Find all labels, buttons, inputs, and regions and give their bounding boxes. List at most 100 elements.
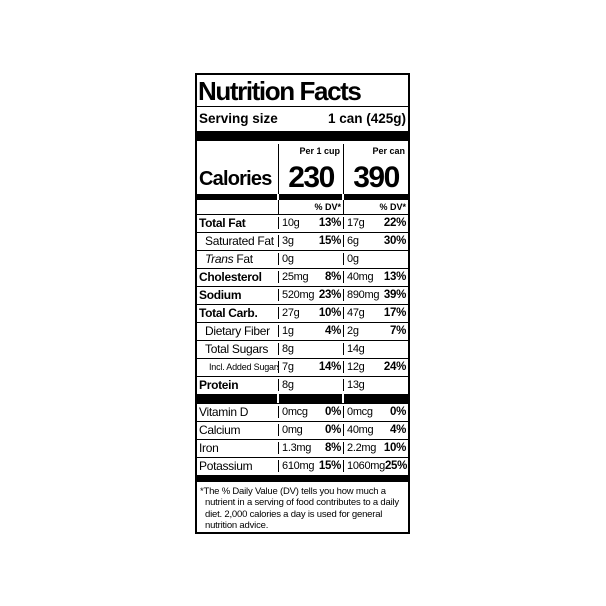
per-cup-dv: 0% [324, 406, 341, 419]
nutrient-name: Cholesterol [199, 270, 262, 285]
serving-size-value: 1 can (425g) [327, 111, 406, 127]
nutrient-row: Calcium 0mg 0% 40mg 4% [197, 420, 408, 439]
calories-per-cup-column: Per 1 cup 230 [278, 143, 343, 194]
dv-header-per-can: % DV* [343, 199, 408, 214]
nutrient-name: Calcium [199, 423, 241, 438]
per-cup-cell: 610mg 15% [278, 460, 343, 473]
per-cup-header: Per 1 cup [299, 145, 340, 156]
per-cup-amount: 8g [282, 343, 294, 356]
per-can-amount: 0mcg [347, 406, 373, 419]
per-can-dv: 4% [389, 424, 406, 437]
per-cup-cell: 8g [278, 343, 343, 356]
per-cup-cell: 25mg 8% [278, 271, 343, 284]
per-cup-dv: 8% [324, 271, 341, 284]
per-cup-cell: 10g 13% [278, 217, 343, 230]
micronutrient-separator-bar [197, 393, 408, 403]
per-can-amount: 6g [347, 235, 359, 248]
per-can-header: Per can [372, 145, 405, 156]
nutrient-row: Total Fat 10g 13% 17g 22% [197, 213, 408, 232]
per-can-cell: 40mg 13% [343, 271, 408, 284]
per-can-amount: 40mg [347, 424, 374, 437]
per-can-amount: 890mg [347, 289, 380, 302]
per-cup-amount: 0mcg [282, 406, 308, 419]
per-cup-dv: 14% [318, 361, 341, 374]
per-can-amount: 13g [347, 379, 365, 392]
per-can-dv: 7% [389, 325, 406, 338]
nutrient-name: Total Carb. [199, 306, 258, 321]
calories-label: Calories [199, 167, 272, 190]
per-can-dv: 39% [383, 289, 406, 302]
per-cup-cell: 1.3mg 8% [278, 442, 343, 455]
nutrient-row: Trans Fat 0g 0g [197, 249, 408, 268]
per-cup-amount: 7g [282, 361, 294, 374]
per-can-amount: 14g [347, 343, 365, 356]
per-cup-cell: 520mg 23% [278, 289, 343, 302]
per-cup-amount: 25mg [282, 271, 309, 284]
per-cup-dv: 0% [324, 424, 341, 437]
nutrient-row: Saturated Fat 3g 15% 6g 30% [197, 231, 408, 250]
dv-header-per-cup: % DV* [278, 199, 343, 214]
per-cup-amount: 3g [282, 235, 294, 248]
per-cup-amount: 520mg [282, 289, 315, 302]
per-can-amount: 1060mg [347, 460, 385, 473]
per-can-dv: 0% [389, 406, 406, 419]
per-cup-amount: 27g [282, 307, 300, 320]
per-can-cell: 2.2mg 10% [343, 442, 408, 455]
per-cup-cell: 7g 14% [278, 361, 343, 374]
per-cup-dv: 8% [324, 442, 341, 455]
per-can-dv: 24% [383, 361, 406, 374]
per-cup-cell: 3g 15% [278, 235, 343, 248]
per-can-cell: 0g [343, 253, 408, 266]
per-cup-cell: 0mcg 0% [278, 406, 343, 419]
nutrient-row: Potassium 610mg 15% 1060mg 25% [197, 456, 408, 475]
per-cup-cell: 1g 4% [278, 325, 343, 338]
per-can-amount: 2g [347, 325, 359, 338]
per-can-cell: 890mg 39% [343, 289, 408, 302]
per-can-cell: 47g 17% [343, 307, 408, 320]
per-can-amount: 17g [347, 217, 365, 230]
nutrient-row: Protein 8g 13g [197, 375, 408, 394]
nutrient-name: Trans Fat [205, 252, 253, 267]
per-can-cell: 12g 24% [343, 361, 408, 374]
per-can-cell: 13g [343, 379, 408, 392]
per-cup-amount: 0g [282, 253, 294, 266]
nutrient-name: Iron [199, 441, 219, 456]
per-can-amount: 12g [347, 361, 365, 374]
per-can-cell: 14g [343, 343, 408, 356]
per-cup-cell: 27g 10% [278, 307, 343, 320]
calories-per-cup-value: 230 [288, 160, 335, 194]
nutrient-name: Total Fat [199, 216, 246, 231]
per-cup-cell: 8g [278, 379, 343, 392]
per-cup-amount: 10g [282, 217, 300, 230]
calories-underline-bars [197, 193, 408, 200]
calories-per-can-column: Per can 390 [343, 143, 408, 194]
per-can-dv: 30% [383, 235, 406, 248]
per-cup-amount: 0mg [282, 424, 303, 437]
nutrient-row: Cholesterol 25mg 8% 40mg 13% [197, 267, 408, 286]
per-can-dv: 13% [383, 271, 406, 284]
label-title: Nutrition Facts [198, 76, 362, 106]
per-cup-amount: 1g [282, 325, 294, 338]
calories-section: Calories Per 1 cup 230 Per can 390 [197, 143, 408, 194]
nutrition-facts-label: Nutrition Facts Serving size 1 can (425g… [195, 73, 410, 534]
nutrient-name: Dietary Fiber [205, 324, 270, 339]
per-can-cell: 2g 7% [343, 325, 408, 338]
per-can-cell: 0mcg 0% [343, 406, 408, 419]
per-can-amount: 47g [347, 307, 365, 320]
per-cup-amount: 610mg [282, 460, 315, 473]
per-can-cell: 40mg 4% [343, 424, 408, 437]
per-can-amount: 0g [347, 253, 359, 266]
per-cup-dv: 4% [324, 325, 341, 338]
nutrient-name: Total Sugars [205, 342, 269, 357]
per-cup-cell: 0g [278, 253, 343, 266]
per-cup-amount: 1.3mg [282, 442, 312, 455]
nutrient-row: Vitamin D 0mcg 0% 0mcg 0% [197, 402, 408, 421]
per-can-dv: 22% [383, 217, 406, 230]
per-can-dv: 10% [383, 442, 406, 455]
title-divider [197, 106, 408, 107]
per-cup-dv: 23% [318, 289, 341, 302]
daily-value-header-row: % DV* % DV* [197, 199, 408, 214]
footnote-separator-bar [197, 474, 408, 482]
per-can-cell: 1060mg 25% [343, 460, 408, 473]
